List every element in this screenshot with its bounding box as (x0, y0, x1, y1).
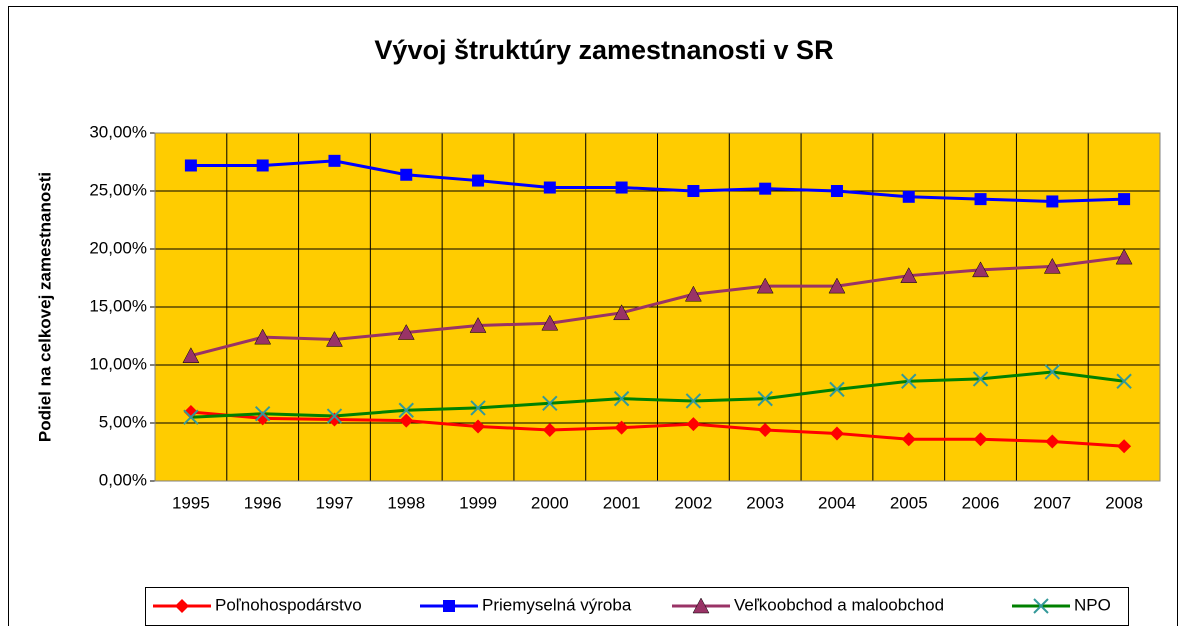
marker (183, 409, 199, 425)
marker (972, 261, 989, 278)
marker (471, 419, 486, 434)
marker (1116, 373, 1132, 389)
marker (1046, 195, 1059, 208)
marker (443, 600, 455, 612)
series-line (190, 370, 1125, 419)
marker (613, 304, 631, 321)
marker (1118, 193, 1131, 206)
marker (900, 267, 918, 283)
marker (901, 432, 916, 447)
marker (327, 412, 342, 427)
marker (685, 393, 702, 409)
marker (542, 395, 558, 411)
marker (543, 181, 556, 194)
x-tick-label: 1998 (387, 493, 425, 512)
series-line (190, 159, 1125, 203)
x-tick-label: 2004 (818, 493, 856, 512)
marker (1115, 248, 1133, 265)
marker (399, 413, 414, 428)
x-tick-label: 2002 (674, 493, 712, 512)
marker (974, 193, 987, 206)
marker (326, 408, 343, 424)
marker (175, 599, 189, 613)
marker (829, 426, 844, 441)
x-tick-label: 2000 (531, 493, 569, 512)
y-tick-label: 25,00% (89, 180, 147, 199)
marker (829, 381, 845, 398)
marker (326, 330, 343, 347)
y-tick-label: 5,00% (99, 412, 147, 431)
series-line (190, 255, 1125, 358)
marker (1043, 257, 1061, 274)
marker (692, 597, 710, 614)
marker (615, 181, 628, 194)
plot-border (154, 132, 1161, 482)
marker (183, 404, 198, 419)
marker (397, 323, 415, 340)
marker (973, 432, 988, 447)
y-tick-label: 0,00% (99, 470, 147, 489)
marker (830, 185, 843, 197)
marker (1045, 434, 1060, 449)
chart-title: Vývoj štruktúry zamestnanosti v SR (374, 35, 833, 65)
marker (901, 373, 917, 389)
y-tick-label: 15,00% (89, 296, 147, 315)
x-tick-label: 2006 (962, 493, 1000, 512)
marker (687, 185, 700, 197)
legend-label: NPO (1074, 595, 1111, 614)
marker (757, 390, 773, 407)
marker (684, 285, 702, 302)
x-tick-label: 1997 (316, 493, 354, 512)
marker (686, 417, 701, 432)
marker (1117, 439, 1132, 454)
x-tick-label: 2008 (1105, 493, 1143, 512)
marker (972, 371, 989, 387)
marker (470, 400, 486, 416)
marker (472, 174, 485, 187)
marker (1044, 364, 1061, 380)
marker (184, 159, 197, 172)
marker (758, 422, 773, 437)
x-tick-label: 1996 (244, 493, 282, 512)
marker (398, 402, 414, 418)
legend-label: Poľnohospodárstvo (215, 595, 362, 614)
series-line (190, 410, 1125, 448)
x-tick-label: 1995 (172, 493, 210, 512)
marker (756, 277, 774, 294)
marker (400, 168, 413, 181)
x-tick-label: 2005 (890, 493, 928, 512)
y-tick-label: 10,00% (89, 354, 147, 373)
marker (254, 328, 272, 345)
x-tick-label: 2001 (603, 493, 641, 512)
marker (541, 314, 559, 331)
y-tick-label: 20,00% (89, 238, 147, 257)
legend-label: Priemyselná výroba (482, 595, 632, 614)
x-tick-label: 1999 (459, 493, 497, 512)
marker (328, 154, 341, 167)
y-tick-label: 30,00% (89, 122, 147, 141)
marker (828, 277, 846, 294)
x-tick-label: 2007 (1033, 493, 1071, 512)
marker (469, 317, 487, 333)
marker (254, 406, 271, 422)
legend-box (145, 587, 1129, 626)
x-tick-label: 2003 (746, 493, 784, 512)
y-axis-label: Podiel na celkovej zamestnanosti (35, 172, 54, 442)
marker (255, 411, 270, 426)
marker (613, 390, 630, 407)
legend-label: Veľkoobchod a maloobchod (734, 595, 944, 614)
marker (902, 190, 915, 203)
marker (614, 420, 629, 435)
marker (759, 182, 772, 195)
marker (256, 159, 269, 172)
marker (1033, 598, 1049, 614)
marker (542, 422, 557, 437)
marker (182, 347, 200, 363)
